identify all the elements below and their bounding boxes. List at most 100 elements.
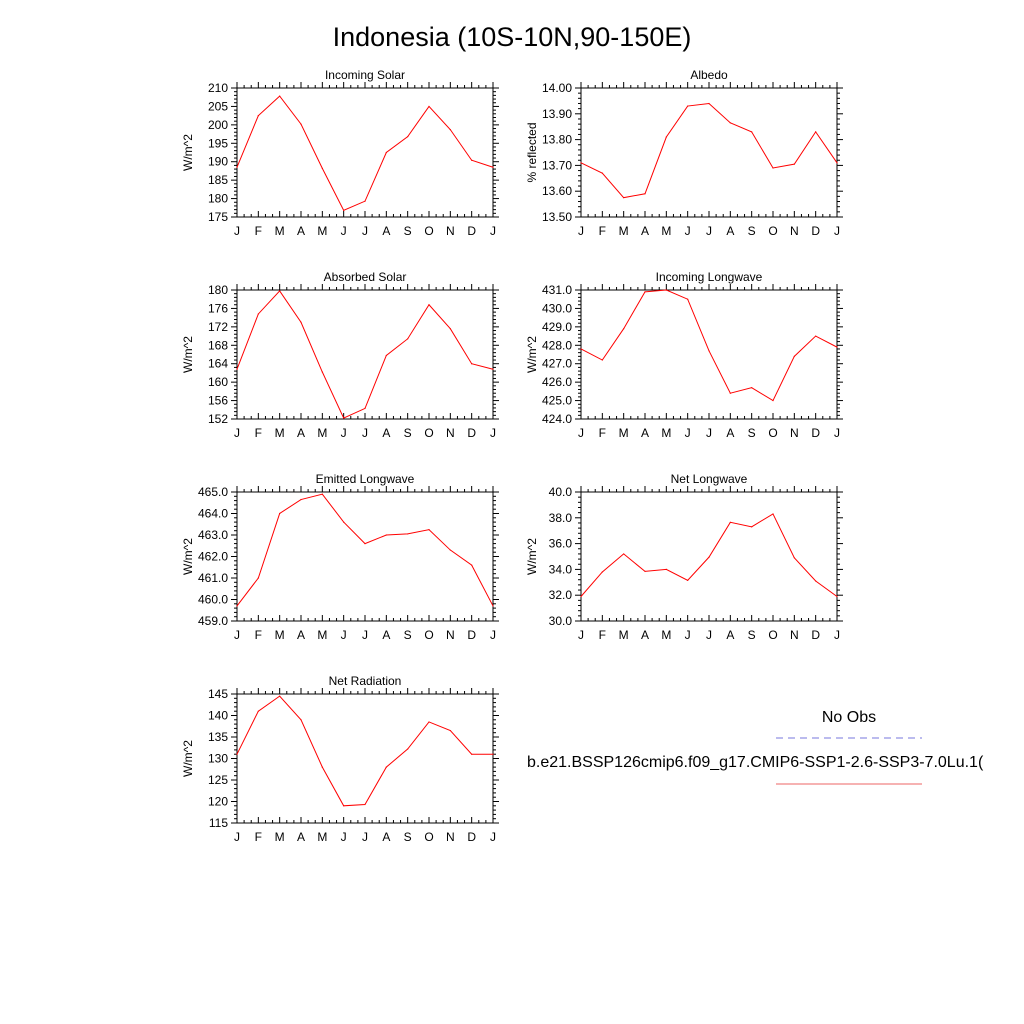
data-point bbox=[729, 122, 731, 124]
x-tick-label: J bbox=[578, 628, 584, 642]
data-point bbox=[300, 498, 302, 501]
data-point bbox=[772, 399, 774, 402]
x-tick-label: S bbox=[404, 830, 412, 844]
data-point bbox=[751, 131, 753, 133]
data-point bbox=[343, 209, 345, 211]
x-tick-label: J bbox=[706, 224, 712, 238]
data-point bbox=[279, 512, 281, 515]
series-line bbox=[236, 290, 494, 419]
data-point bbox=[623, 197, 625, 199]
data-point bbox=[236, 605, 238, 607]
x-tick-label: S bbox=[748, 426, 756, 440]
x-tick-label: F bbox=[255, 224, 262, 238]
y-tick-label: 32.0 bbox=[549, 588, 573, 602]
x-tick-label: J bbox=[234, 426, 240, 440]
x-tick-label: A bbox=[641, 224, 649, 238]
data-point bbox=[236, 753, 238, 755]
panel-title: Net Longwave bbox=[671, 472, 748, 486]
data-point bbox=[321, 766, 323, 768]
y-tick-label: 120 bbox=[208, 795, 228, 809]
data-point bbox=[687, 105, 689, 107]
y-tick-label: 160 bbox=[208, 375, 228, 389]
x-tick-label: J bbox=[362, 628, 368, 642]
y-tick-label: 427.0 bbox=[542, 357, 572, 371]
y-tick-label: 176 bbox=[208, 301, 228, 315]
data-point bbox=[300, 321, 302, 323]
x-tick-label: O bbox=[768, 426, 777, 440]
data-point bbox=[793, 163, 795, 165]
series-line bbox=[580, 102, 838, 199]
plot-frame bbox=[580, 289, 838, 420]
data-point bbox=[492, 166, 494, 168]
x-tick-label: J bbox=[341, 426, 347, 440]
x-tick-label: A bbox=[726, 628, 734, 642]
data-point bbox=[407, 748, 409, 750]
panel-title: Emitted Longwave bbox=[316, 472, 415, 486]
x-tick-label: O bbox=[768, 628, 777, 642]
data-point bbox=[385, 766, 387, 768]
x-tick-label: A bbox=[382, 426, 390, 440]
x-tick-label: J bbox=[341, 224, 347, 238]
y-axis-label: % reflected bbox=[525, 122, 539, 182]
y-tick-label: 195 bbox=[208, 136, 228, 150]
data-point bbox=[449, 549, 451, 551]
data-point bbox=[687, 579, 689, 581]
data-point bbox=[449, 129, 451, 131]
data-point bbox=[300, 123, 302, 125]
data-point bbox=[364, 407, 366, 410]
x-tick-label: O bbox=[424, 224, 433, 238]
x-tick-label: A bbox=[382, 628, 390, 642]
data-point bbox=[687, 298, 689, 300]
x-tick-label: J bbox=[834, 224, 840, 238]
y-axis-label: W/m^2 bbox=[181, 134, 195, 171]
x-tick-label: A bbox=[382, 830, 390, 844]
plot-frame bbox=[236, 289, 494, 420]
data-point bbox=[300, 719, 302, 721]
x-tick-label: J bbox=[706, 426, 712, 440]
y-tick-label: 13.90 bbox=[542, 107, 572, 121]
x-tick-label: M bbox=[317, 224, 327, 238]
x-tick-label: A bbox=[726, 224, 734, 238]
data-point bbox=[623, 328, 625, 330]
y-tick-label: 140 bbox=[208, 709, 228, 723]
data-point bbox=[364, 543, 366, 545]
data-point bbox=[385, 534, 387, 536]
data-point bbox=[279, 95, 281, 97]
panel-title: Albedo bbox=[690, 68, 728, 82]
data-point bbox=[343, 417, 345, 419]
data-point bbox=[492, 605, 494, 607]
data-point bbox=[665, 568, 667, 571]
y-tick-label: 430.0 bbox=[542, 301, 572, 315]
data-point bbox=[492, 368, 494, 370]
x-tick-label: A bbox=[297, 224, 305, 238]
data-point bbox=[492, 753, 494, 755]
x-tick-label: M bbox=[661, 426, 671, 440]
data-point bbox=[815, 335, 817, 337]
x-tick-label: M bbox=[275, 224, 285, 238]
y-tick-label: 461.0 bbox=[198, 571, 228, 585]
data-point bbox=[772, 167, 774, 169]
x-tick-label: J bbox=[706, 628, 712, 642]
y-axis-label: W/m^2 bbox=[525, 336, 539, 373]
data-point bbox=[601, 359, 603, 361]
y-tick-label: 425.0 bbox=[542, 394, 572, 408]
x-tick-label: J bbox=[490, 830, 496, 844]
y-tick-label: 464.0 bbox=[198, 507, 228, 521]
x-tick-label: M bbox=[275, 426, 285, 440]
x-tick-label: S bbox=[404, 426, 412, 440]
data-point bbox=[793, 355, 795, 357]
data-point bbox=[751, 387, 753, 389]
x-tick-label: D bbox=[467, 628, 476, 642]
data-point bbox=[407, 338, 409, 340]
x-tick-label: J bbox=[578, 426, 584, 440]
y-tick-label: 205 bbox=[208, 99, 228, 113]
data-point bbox=[644, 193, 646, 195]
data-point bbox=[580, 348, 582, 350]
data-point bbox=[428, 529, 430, 531]
data-point bbox=[644, 291, 646, 293]
data-point bbox=[449, 328, 451, 330]
